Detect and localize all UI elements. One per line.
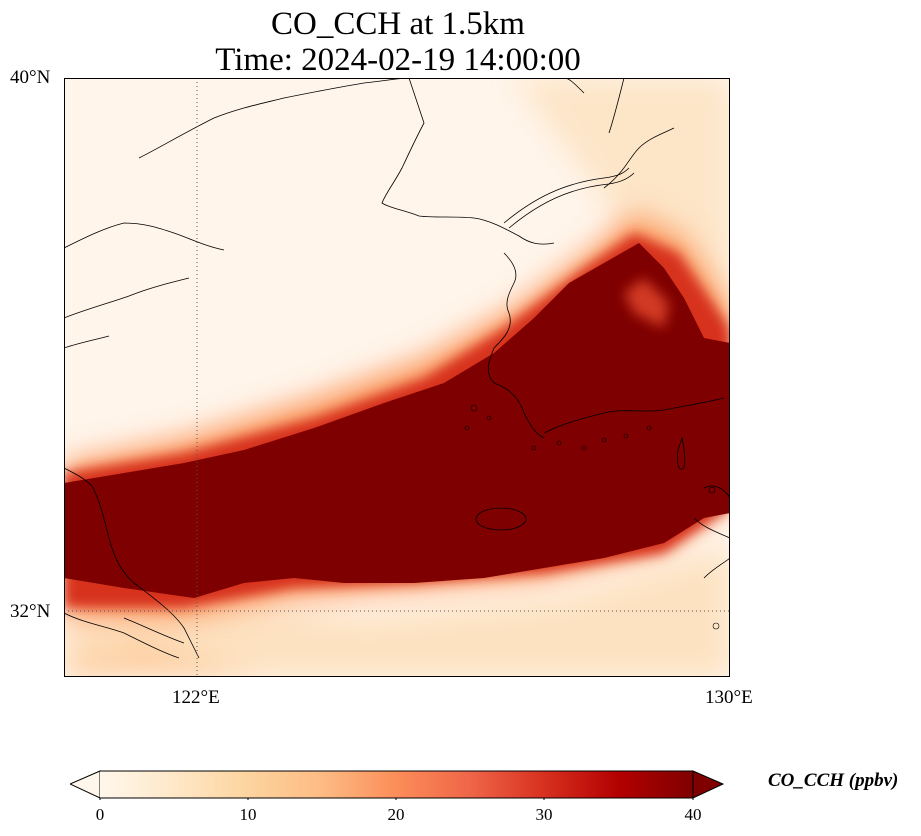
map-border (64, 78, 730, 677)
lat-tick-32: 32°N (10, 601, 51, 622)
map-time: Time: 2024-02-19 14:00:00 (215, 42, 581, 78)
colorbar-gradient (100, 771, 693, 798)
map-title: CO_CCH at 1.5km (271, 6, 525, 42)
colorbar-tick-40: 40 (684, 805, 702, 824)
colorbar-label: CO_CCH (ppbv) (768, 770, 899, 791)
lat-tick-40: 40°N (10, 67, 51, 88)
islands (464, 404, 720, 630)
high-concentration-core (64, 243, 730, 598)
colorbar-extend-max (692, 770, 725, 799)
gridlines (64, 78, 730, 677)
core-patch (624, 278, 669, 328)
lon-tick-130: 130°E (705, 687, 753, 708)
colorbar-extend-min (70, 770, 101, 799)
colorbar-tick-10: 10 (239, 805, 257, 824)
colorbar-tick-30: 30 (535, 805, 553, 824)
colorbar-ticks (99, 798, 694, 800)
colorbar (70, 770, 725, 800)
concentration-field (64, 78, 730, 677)
coastlines (64, 78, 730, 659)
map-panel[interactable] (64, 78, 730, 677)
colorbar-tick-20: 20 (387, 805, 405, 824)
colorbar-tick-0: 0 (95, 805, 105, 824)
lon-tick-122: 122°E (172, 687, 220, 708)
